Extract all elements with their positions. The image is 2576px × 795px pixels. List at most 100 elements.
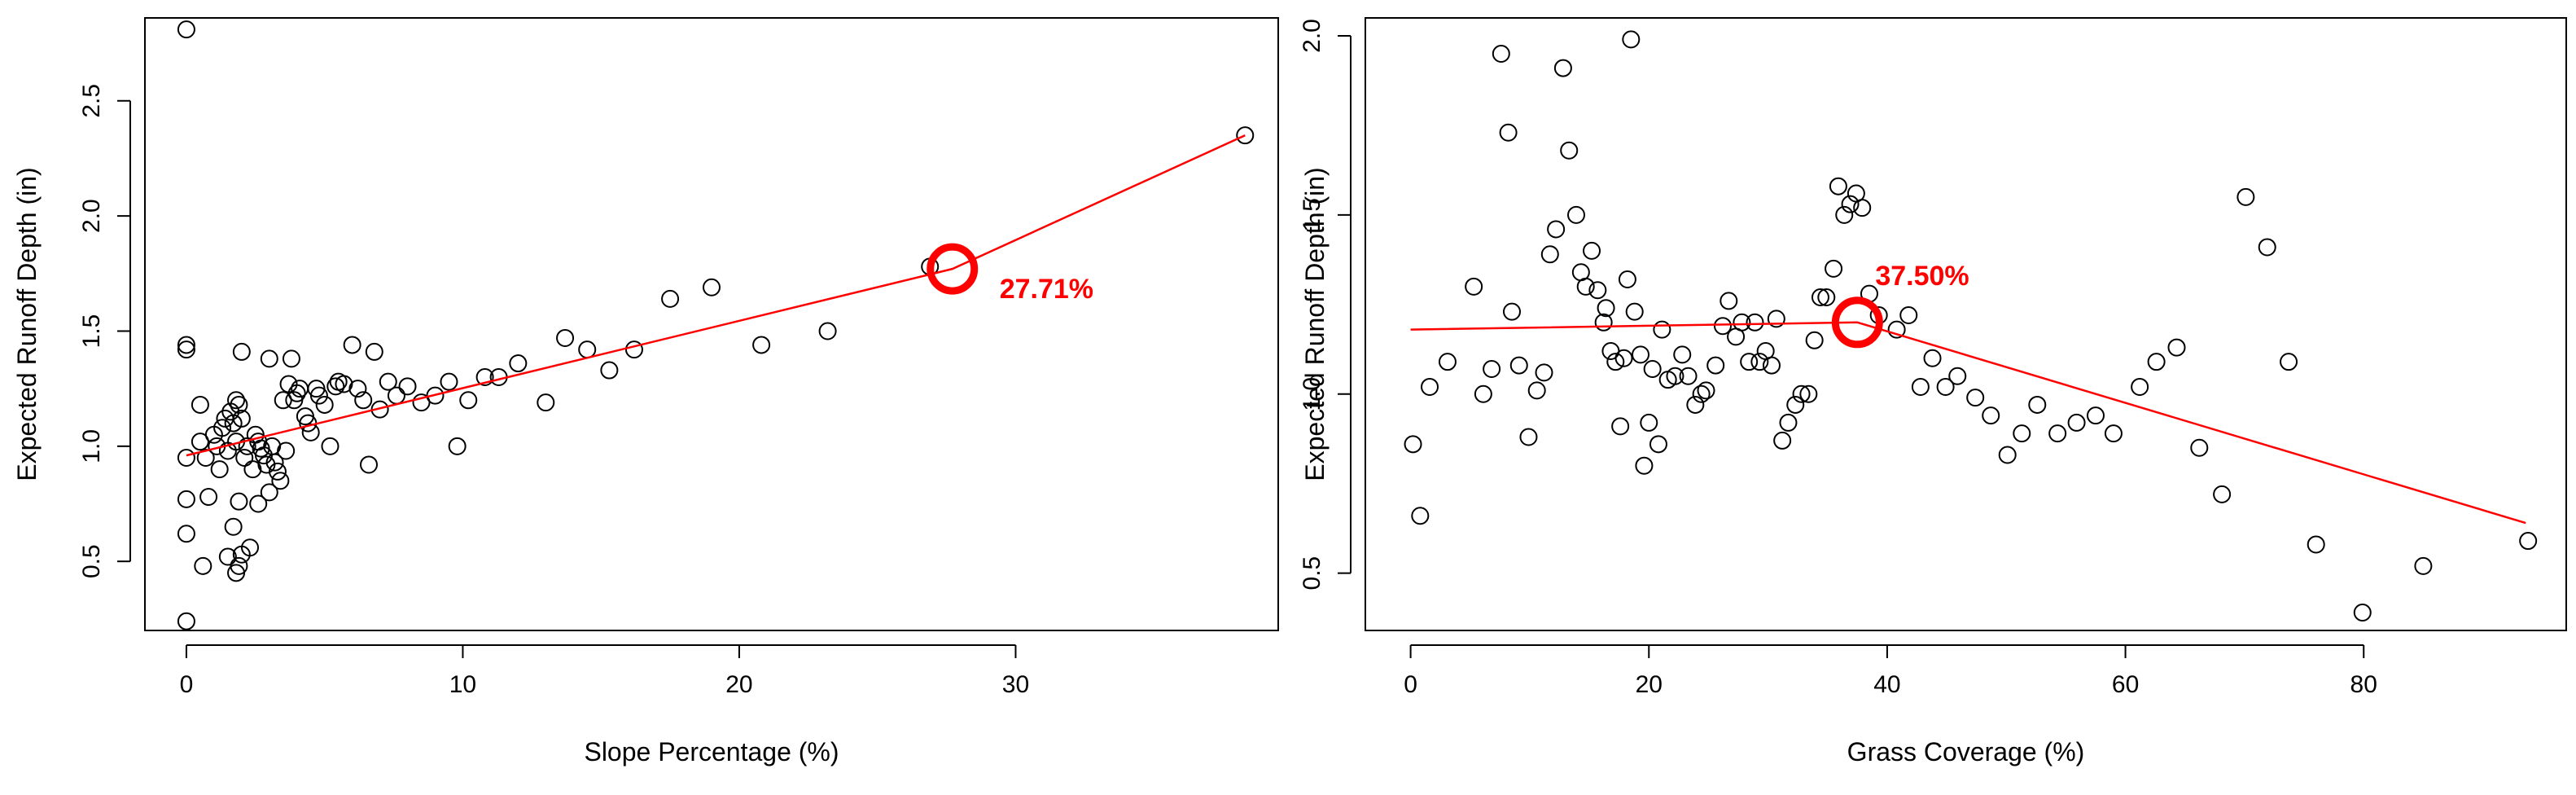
- data-point: [2519, 532, 2538, 551]
- data-point: [1474, 384, 1492, 403]
- data-point: [265, 453, 284, 472]
- breakpoint-label: 27.71%: [1000, 274, 1093, 305]
- data-point: [1567, 205, 1586, 224]
- data-point: [2213, 485, 2232, 503]
- x-tick-label: 40: [1873, 671, 1900, 698]
- data-point: [1805, 331, 1824, 349]
- data-point: [2414, 556, 2433, 575]
- data-point: [321, 437, 340, 455]
- y-tick-label: 2.0: [78, 199, 105, 233]
- data-point: [2353, 604, 2372, 622]
- data-point: [326, 377, 345, 396]
- data-point: [1611, 417, 1630, 436]
- data-point: [1618, 270, 1636, 289]
- chart-slope-vs-runoff: 0 10 20 30 0.5 1.0 1.5 2.0 2.5 Slope Percentage (…: [12, 17, 1279, 766]
- x-tick-label: 10: [449, 671, 476, 698]
- data-point: [1692, 384, 1711, 403]
- data-point: [1492, 44, 1510, 63]
- data-point: [1622, 30, 1641, 49]
- data-point: [315, 395, 334, 414]
- x-tick-label: 60: [2112, 671, 2139, 698]
- data-point: [1625, 302, 1644, 321]
- data-point: [249, 494, 268, 513]
- data-point: [537, 393, 555, 412]
- data-point: [475, 368, 494, 387]
- data-point: [260, 483, 278, 502]
- data-point: [1887, 320, 1906, 339]
- y-tick-label: 0.5: [78, 544, 105, 578]
- data-point: [227, 391, 246, 410]
- data-point: [1583, 241, 1601, 260]
- fit-line: [186, 134, 1246, 457]
- data-point: [1614, 349, 1633, 367]
- data-point: [1767, 310, 1785, 328]
- data-point: [282, 349, 300, 368]
- data-point: [661, 289, 680, 308]
- data-point: [268, 462, 287, 481]
- x-tick-label: 80: [2350, 671, 2377, 698]
- plot-frame: [144, 17, 1279, 631]
- y-tick-label: 1.5: [1299, 198, 1325, 232]
- data-point: [271, 472, 290, 490]
- data-point: [177, 336, 195, 354]
- data-point: [1899, 306, 1918, 325]
- data-point: [1483, 359, 1501, 378]
- y-tick-label: 1.0: [78, 429, 105, 463]
- data-point: [218, 547, 237, 566]
- data-point: [1635, 456, 1654, 475]
- data-point: [343, 336, 361, 354]
- data-point: [1673, 345, 1692, 364]
- data-point: [1509, 356, 1528, 375]
- data-point: [224, 414, 243, 433]
- data-point: [1911, 377, 1930, 396]
- data-point: [2048, 424, 2067, 443]
- data-point: [2131, 377, 2149, 396]
- data-point: [1411, 507, 1430, 525]
- data-point: [1786, 395, 1805, 414]
- data-point: [360, 455, 379, 474]
- data-point: [1502, 302, 1521, 321]
- data-point: [1649, 435, 1667, 454]
- data-point: [1540, 245, 1559, 264]
- data-point: [1421, 377, 1439, 396]
- y-tick-label: 1.0: [1299, 377, 1325, 411]
- data-point: [1982, 406, 2000, 425]
- data-point: [1948, 367, 1967, 385]
- data-point: [578, 340, 597, 359]
- data-point: [1643, 359, 1662, 378]
- data-point: [1923, 349, 1942, 367]
- data-point: [1779, 413, 1798, 432]
- data-point: [241, 538, 260, 557]
- data-point: [2067, 413, 2086, 432]
- data-point: [1841, 195, 1860, 213]
- y-tick-label: 0.5: [1299, 556, 1325, 591]
- data-point: [1653, 320, 1671, 339]
- y-tick-label: 1.5: [78, 314, 105, 349]
- data-point: [2190, 438, 2209, 457]
- data-point: [354, 391, 373, 410]
- y-tick-label: 2.5: [78, 84, 105, 118]
- x-axis-title: Grass Coverage (%): [1847, 737, 2085, 766]
- data-point: [213, 419, 232, 437]
- data-point: [2104, 424, 2123, 443]
- data-point: [426, 386, 445, 405]
- data-point: [1560, 141, 1579, 160]
- x-tick-label: 20: [725, 671, 752, 698]
- data-point: [600, 361, 619, 380]
- data-point: [230, 492, 248, 511]
- data-point: [191, 395, 209, 414]
- x-tick-label: 0: [180, 671, 194, 698]
- data-point: [1686, 395, 1705, 414]
- data-point: [177, 340, 195, 359]
- data-point: [199, 488, 218, 507]
- data-point: [1535, 363, 1553, 382]
- data-point: [2167, 338, 2186, 357]
- data-point: [1740, 353, 1759, 371]
- data-point: [196, 448, 215, 467]
- data-point: [624, 340, 643, 359]
- data-point: [2258, 238, 2276, 257]
- data-point: [448, 437, 467, 455]
- x-tick-label: 30: [1002, 671, 1029, 698]
- chart-grass-vs-runoff: 0 20 40 60 80 0.5 1.0 1.5 2.0 Grass Coverage (%) E…: [1299, 17, 2567, 766]
